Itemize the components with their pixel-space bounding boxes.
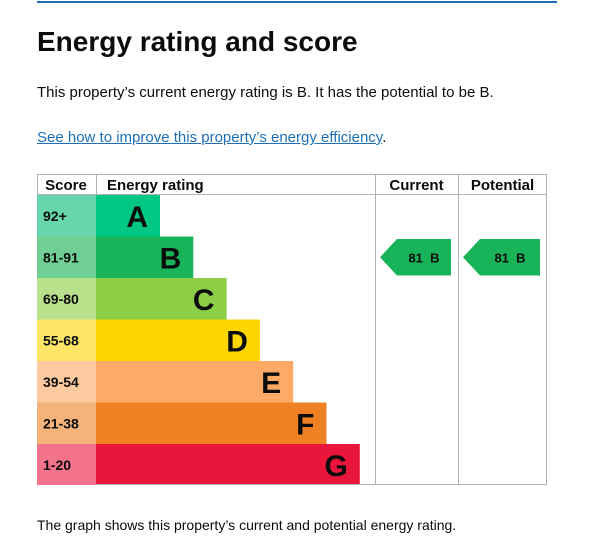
current-rating-arrow [380, 239, 451, 276]
rating-summary: This property’s current energy rating is… [37, 84, 494, 101]
score-cell-b [37, 236, 96, 278]
band-bar-g [96, 444, 360, 485]
score-cell-f [37, 402, 96, 444]
score-label-g: 1-20 [43, 457, 71, 473]
band-bar-c [96, 278, 227, 320]
top-rule [37, 1, 557, 3]
energy-rating-chart: 92+ A 81-91 B 69-80 C 55-68 D 39-54 E 21-38 F 1-20 G … [37, 174, 547, 485]
score-cell-g [37, 444, 96, 485]
score-label-f: 21-38 [43, 415, 79, 431]
score-label-d: 55-68 [43, 332, 79, 348]
rating-arrows: 81 B 81 B [380, 239, 540, 276]
chart-headers: Score Energy rating Current Potential [45, 177, 534, 194]
potential-rating-arrow [463, 239, 540, 276]
header-current: Current [389, 177, 443, 194]
band-letter-d: D [226, 325, 248, 358]
band-letter-b: B [160, 242, 182, 275]
rating-bands: 92+ A 81-91 B 69-80 C 55-68 D 39-54 E 21-38 F 1-20 G [37, 195, 360, 485]
graph-description: The graph shows this property’s current … [37, 517, 457, 533]
improve-efficiency-link[interactable]: See how to improve this property’s energ… [37, 129, 383, 146]
band-bar-f [96, 402, 327, 444]
score-cell-a [37, 195, 96, 237]
header-potential: Potential [471, 177, 534, 194]
energy-rating-graph: 92+ A81-91 B69-80 C55-68 D39-54 E21-38 F1-20 G … [37, 174, 547, 485]
band-letter-c: C [193, 284, 215, 317]
band-bar-b [96, 236, 194, 278]
band-bar-a [96, 195, 160, 237]
score-cell-e [37, 361, 96, 403]
header-score: Score [45, 177, 87, 194]
score-label-e: 39-54 [43, 374, 79, 390]
band-bar-e [96, 361, 294, 403]
current-rating-arrow-label: 81 B [408, 250, 439, 265]
score-cell-d [37, 319, 96, 361]
improve-link-line: See how to improve this property’s energ… [37, 128, 386, 148]
header-energy-rating: Energy rating [107, 177, 204, 194]
score-cell-c [37, 278, 96, 320]
chart-grid [37, 174, 547, 485]
score-label-c: 69-80 [43, 291, 79, 307]
band-letter-g: G [324, 450, 347, 483]
score-label-a: 92+ [43, 208, 67, 224]
band-letter-a: A [126, 201, 148, 234]
link-period: . [382, 129, 387, 146]
potential-rating-arrow-label: 81 B [494, 250, 525, 265]
score-label-b: 81-91 [43, 249, 79, 265]
band-bar-d [96, 319, 260, 361]
band-letter-f: F [296, 408, 314, 441]
band-letter-e: E [261, 367, 281, 400]
page-title: Energy rating and score [37, 26, 358, 57]
